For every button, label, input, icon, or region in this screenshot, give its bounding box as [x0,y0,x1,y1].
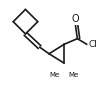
Text: Cl: Cl [89,40,98,49]
Text: Me: Me [69,72,79,78]
Text: Me: Me [49,72,59,78]
Text: O: O [72,14,79,24]
